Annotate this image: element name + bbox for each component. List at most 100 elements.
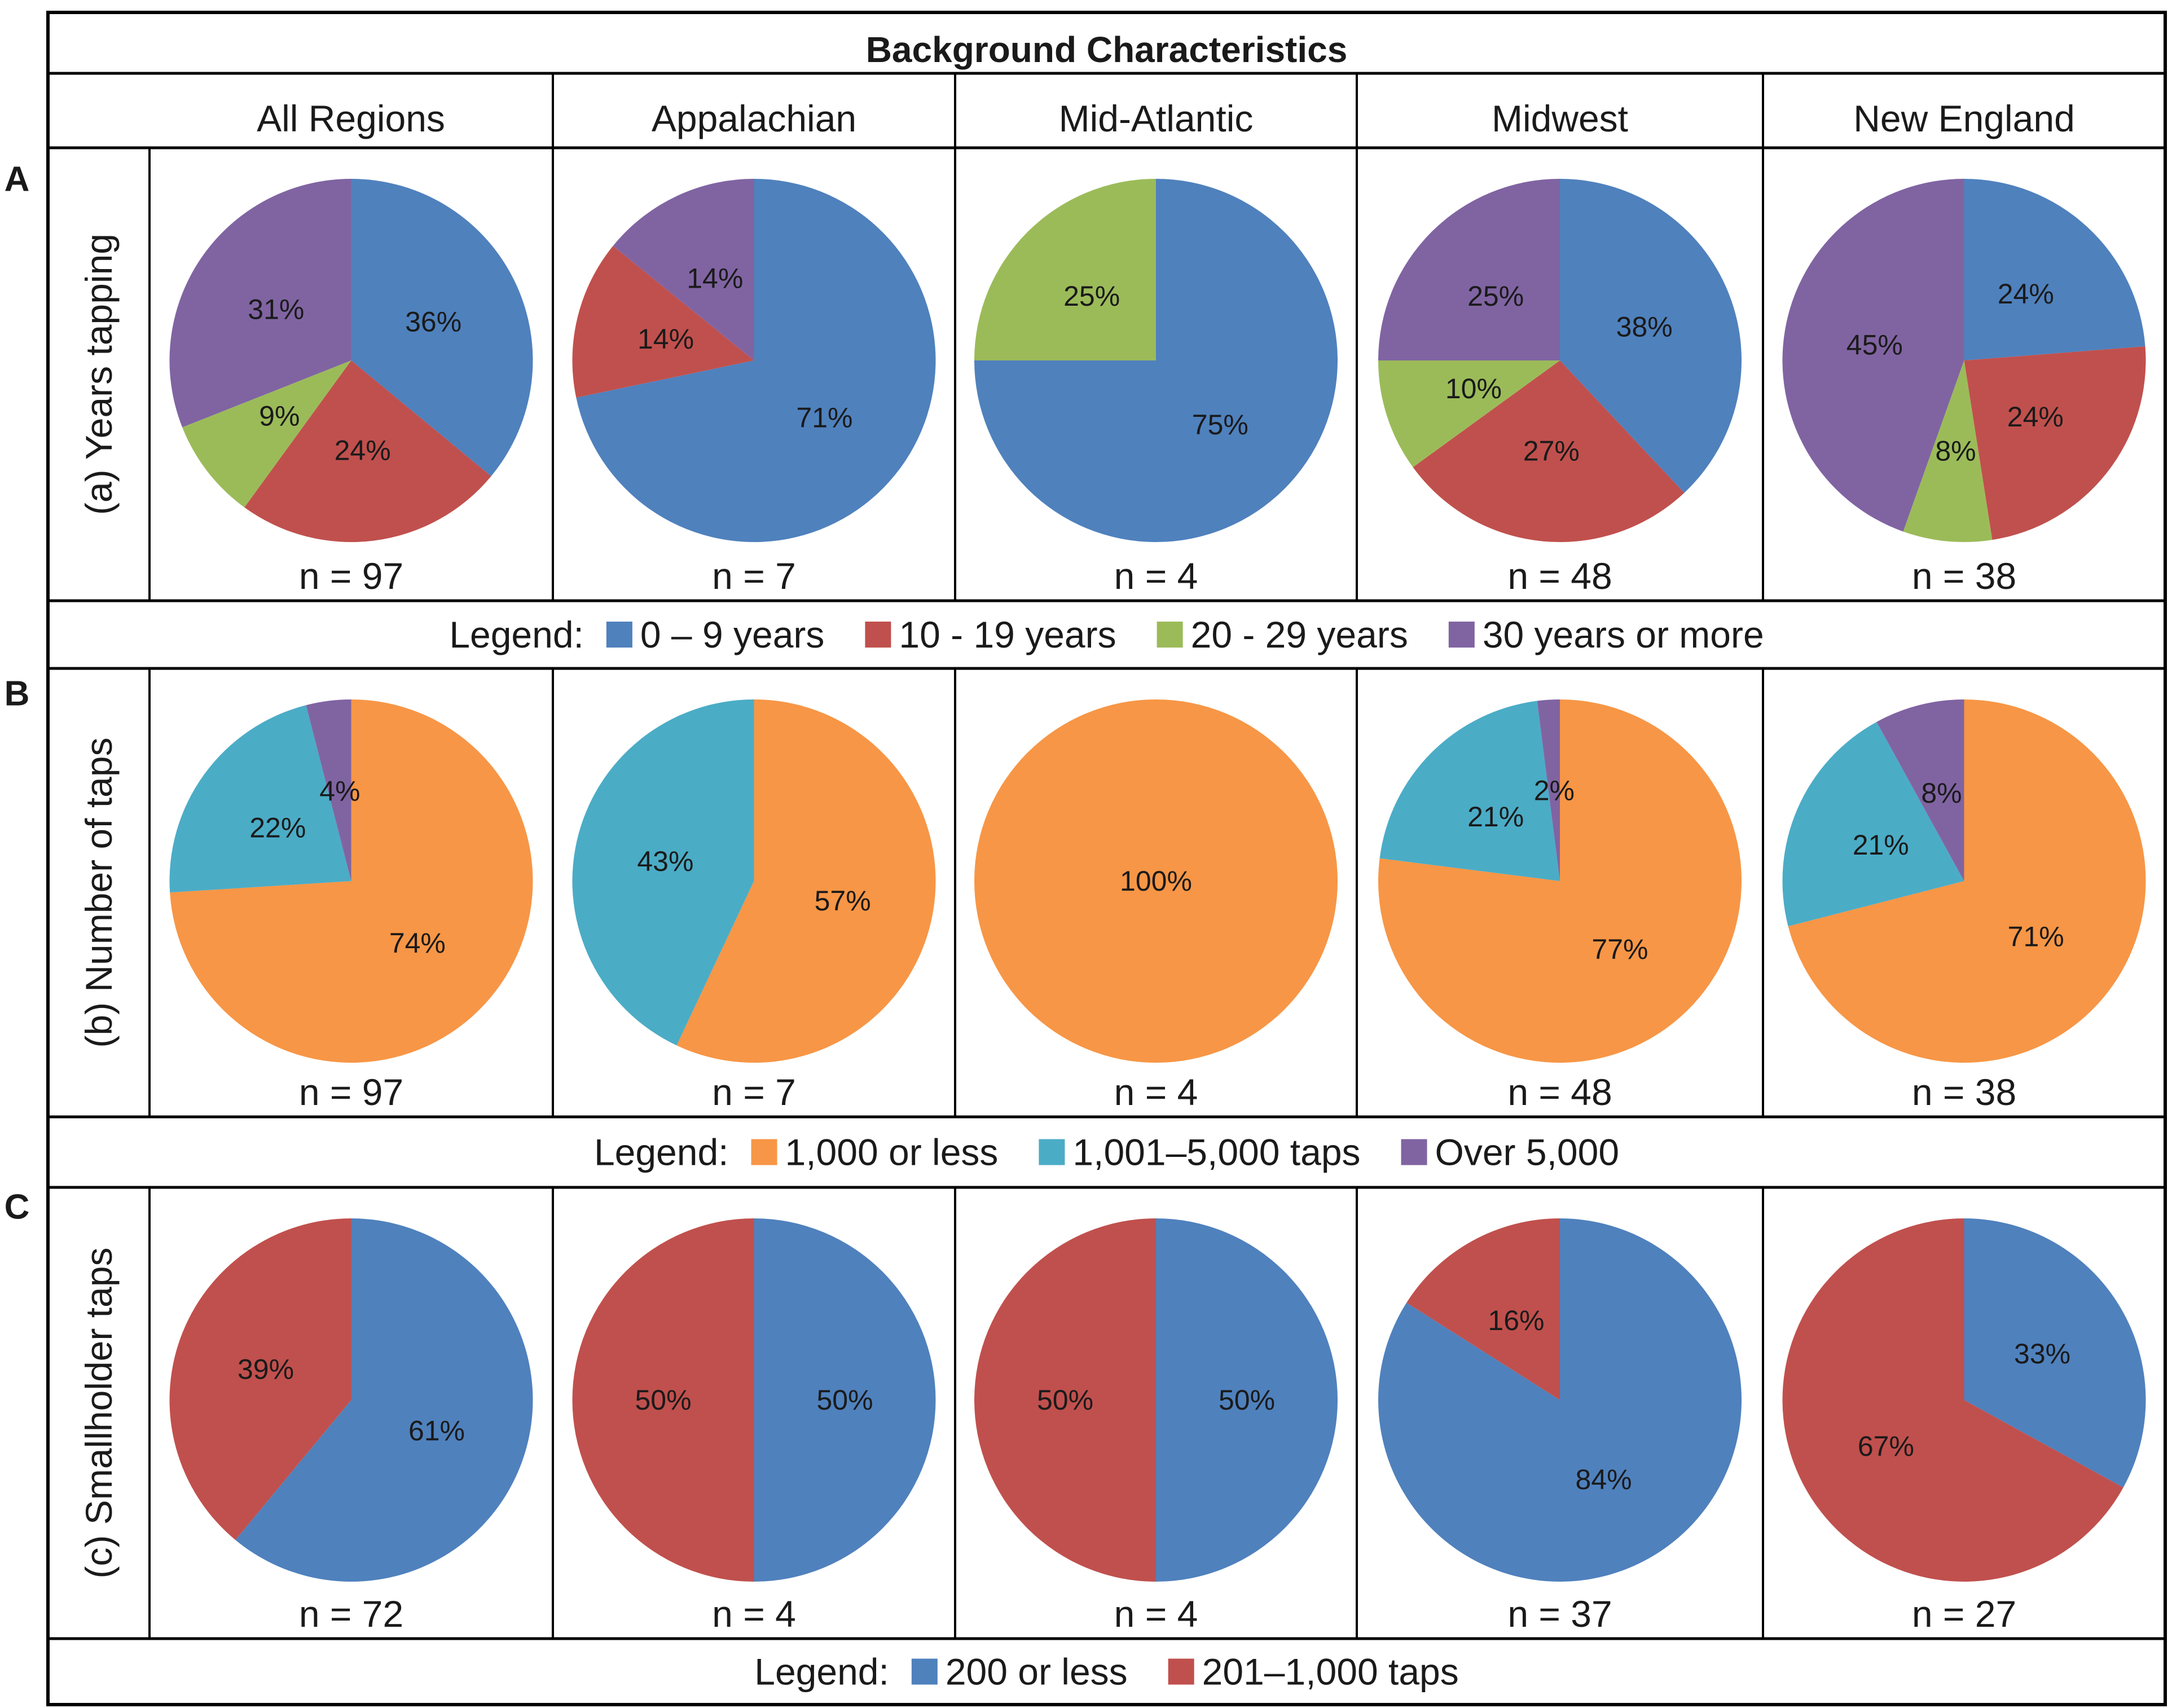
region-header: All Regions xyxy=(257,98,445,139)
legend-label: 1,000 or less xyxy=(785,1132,999,1173)
pie-slice xyxy=(1964,179,2145,360)
row-label: (c) Smallholder taps xyxy=(78,1248,120,1579)
pie-slice xyxy=(169,705,351,893)
slice-label: 21% xyxy=(1853,829,1909,861)
slice-label: 24% xyxy=(335,435,391,466)
pie-slice xyxy=(235,1218,533,1582)
slice-label: 21% xyxy=(1467,801,1524,833)
pie-slice xyxy=(244,360,491,543)
sample-size-label: n = 37 xyxy=(1507,1593,1612,1635)
pie-chart: 77% 21% 2% xyxy=(1378,699,1742,1063)
legend-swatch xyxy=(1157,622,1183,648)
pie-chart: 71% 14% 14% xyxy=(572,179,936,543)
pie-chart: 50% 50% xyxy=(974,1218,1338,1582)
slice-label: 38% xyxy=(1616,311,1673,343)
slice-label: 71% xyxy=(796,402,852,434)
slice-label: 14% xyxy=(637,323,694,355)
sample-size-label: n = 7 xyxy=(712,1071,796,1113)
slice-label: 8% xyxy=(1921,777,1962,809)
legend-label: 200 or less xyxy=(946,1651,1128,1693)
sample-size-label: n = 48 xyxy=(1507,555,1612,597)
pie-slice xyxy=(1903,360,1993,542)
legend-prefix: Legend: xyxy=(449,614,584,655)
pie-slice xyxy=(1537,699,1560,881)
pie-slice xyxy=(1406,1218,1560,1400)
legend-swatch xyxy=(1168,1658,1194,1685)
slice-label: 45% xyxy=(1846,329,1903,361)
legend-swatch xyxy=(751,1139,777,1165)
slice-label: 84% xyxy=(1576,1464,1632,1495)
sample-size-label: n = 72 xyxy=(299,1593,403,1635)
sample-size-label: n = 4 xyxy=(1114,1071,1198,1113)
pie-slice xyxy=(1378,1218,1742,1582)
pie-chart: 36% 24% 9% 31% xyxy=(169,179,533,543)
slice-label: 67% xyxy=(1858,1430,1914,1462)
slice-label: 4% xyxy=(319,775,360,807)
pie-slice xyxy=(1378,179,1560,360)
pie-chart: 50% 50% xyxy=(572,1218,936,1582)
pie-slice xyxy=(676,699,936,1063)
pie-slice xyxy=(576,179,936,543)
legend-label: 10 - 19 years xyxy=(899,614,1116,655)
pie-chart: 33% 67% xyxy=(1782,1218,2146,1582)
region-header: Midwest xyxy=(1492,98,1628,139)
slice-label: 50% xyxy=(635,1384,691,1416)
pie-chart: 24% 24% 8% 45% xyxy=(1782,178,2146,542)
region-header: Appalachian xyxy=(652,98,856,139)
legend-swatch xyxy=(1039,1139,1065,1165)
slice-label: 27% xyxy=(1523,435,1580,466)
sample-size-label: n = 4 xyxy=(712,1593,796,1635)
pie-slice xyxy=(974,179,1156,360)
slice-label: 57% xyxy=(815,885,871,917)
slice-label: 50% xyxy=(1219,1384,1275,1416)
pie-chart: 71% 21% 8% xyxy=(1782,699,2146,1063)
pie-chart: 38% 27% 10% 25% xyxy=(1378,179,1742,542)
sample-size-label: n = 38 xyxy=(1912,555,2016,597)
pie-slice xyxy=(572,1218,754,1582)
slice-label: 36% xyxy=(405,306,461,337)
slice-label: 75% xyxy=(1192,409,1248,441)
pie-slice xyxy=(1413,360,1685,542)
legend-swatch xyxy=(606,622,632,648)
pie-chart: 57% 43% xyxy=(572,699,936,1063)
pie-slice xyxy=(1788,699,2146,1063)
pie-slice xyxy=(572,699,754,1046)
legend-label: 0 – 9 years xyxy=(640,614,825,655)
pie-slice xyxy=(754,1218,936,1582)
pie-slice xyxy=(182,360,351,508)
slice-label: 31% xyxy=(248,294,304,325)
slice-label: 50% xyxy=(1037,1384,1093,1416)
sample-size-label: n = 97 xyxy=(299,555,403,597)
pie-slice xyxy=(169,1218,351,1540)
pie-slice xyxy=(1876,699,1964,881)
legend-label: 1,001–5,000 taps xyxy=(1072,1132,1360,1173)
sample-size-label: n = 48 xyxy=(1507,1071,1612,1113)
region-header: New England xyxy=(1853,98,2075,139)
panel-letter: A xyxy=(5,160,30,199)
legend-prefix: Legend: xyxy=(754,1651,889,1693)
slice-label: 33% xyxy=(2014,1338,2070,1370)
pie-slice xyxy=(572,245,754,398)
slice-label: 10% xyxy=(1445,373,1502,404)
legend-swatch xyxy=(1448,622,1475,648)
legend-label: 30 years or more xyxy=(1483,614,1764,655)
sample-size-label: n = 4 xyxy=(1114,1593,1198,1635)
pie-slice xyxy=(1378,360,1560,468)
slice-label: 43% xyxy=(637,846,693,877)
pie-chart: 61% 39% xyxy=(169,1218,533,1582)
pie-slice xyxy=(1379,701,1560,881)
slice-label: 50% xyxy=(816,1384,873,1416)
sample-size-label: n = 38 xyxy=(1912,1071,2016,1113)
pie-slice xyxy=(613,179,754,360)
pie-slice xyxy=(1782,721,1964,927)
slice-label: 71% xyxy=(2008,921,2064,953)
legend-prefix: Legend: xyxy=(594,1132,729,1173)
legend-label: 201–1,000 taps xyxy=(1202,1651,1459,1693)
slice-label: 25% xyxy=(1467,280,1524,312)
panel-letter: C xyxy=(5,1188,30,1227)
row-label: (b) Number of taps xyxy=(78,737,120,1047)
slice-label: 100% xyxy=(1120,865,1192,897)
sample-size-label: n = 7 xyxy=(712,555,796,597)
pie-chart: 100% xyxy=(974,699,1338,1063)
